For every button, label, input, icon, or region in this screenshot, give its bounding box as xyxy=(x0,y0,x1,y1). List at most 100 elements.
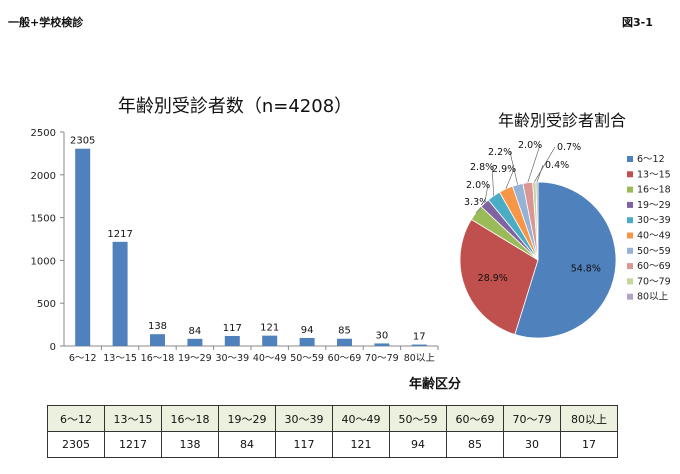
pie-data-label: 3.3% xyxy=(464,197,488,208)
legend-swatch-16～18 xyxy=(627,186,633,193)
pie-data-label: 2.0% xyxy=(518,140,542,151)
bar-chart: 年齢別受診者数（n=4208） 0 500 1000 1500 2000 2500 2305 6… xyxy=(31,96,461,392)
x-tick-label: 80以上 xyxy=(404,353,436,364)
pie-slice-6～12 xyxy=(514,181,617,339)
bar-70～79 xyxy=(374,343,390,346)
y-tick-label: 2500 xyxy=(31,128,56,139)
pie-leader-line xyxy=(484,184,489,204)
bar-16～18 xyxy=(150,334,165,346)
bar-data-label: 94 xyxy=(301,325,314,336)
data-table: 6～12 13～15 16～18 19～29 30～39 40～49 50～59 60～69 7… xyxy=(47,405,618,458)
charts-canvas: 年齢別受診者数（n=4208） 0 500 1000 1500 2000 2500 2305 6… xyxy=(31,96,671,392)
bar-50～59 xyxy=(299,337,315,346)
legend-label: 70～79 xyxy=(637,276,671,287)
bar-data-label: 2305 xyxy=(70,136,95,147)
table-value-cell: 85 xyxy=(446,431,504,458)
x-tick-label: 60～69 xyxy=(328,353,362,364)
pie-chart: 年齢別受診者割合 54.8% 28.9% 3.3% 2.0% 2.8%2.9% 2.2% 2.… xyxy=(459,111,671,339)
pie-data-label: 2.2% xyxy=(488,147,512,158)
table-header-cell: 80以上 xyxy=(560,405,618,432)
legend-label: 19～29 xyxy=(637,200,671,211)
table-value-cell: 30 xyxy=(503,431,561,458)
pie-data-label: 2.8% xyxy=(470,162,494,173)
table-value-cell: 2305 xyxy=(47,431,105,458)
pie-data-label: 2.9% xyxy=(492,164,516,175)
bar-data-label: 30 xyxy=(376,330,389,341)
table-header-cell: 50～59 xyxy=(389,405,447,432)
legend-label: 13～15 xyxy=(637,169,671,180)
header-left-label: 一般+学校検診 xyxy=(8,16,84,29)
bar-data-label: 84 xyxy=(189,326,202,337)
legend-swatch-30～39 xyxy=(627,217,633,224)
pie-slice-80以上 xyxy=(535,181,539,261)
legend-swatch-60～69 xyxy=(627,263,633,270)
legend-swatch-13～15 xyxy=(627,171,633,178)
table-value-cell: 84 xyxy=(218,431,276,458)
bar-30～39 xyxy=(224,335,240,346)
table-value-cell: 121 xyxy=(332,431,390,458)
table-header-cell: 13～15 xyxy=(104,405,162,432)
table-header-cell: 60～69 xyxy=(446,405,504,432)
legend-label: 16～18 xyxy=(637,185,671,196)
pie-data-label: 28.9% xyxy=(478,273,508,284)
y-tick-label: 1000 xyxy=(31,256,56,267)
legend-swatch-70～79 xyxy=(627,278,633,285)
table-header-cell: 30～39 xyxy=(275,405,333,432)
x-tick-label: 30～39 xyxy=(215,353,249,364)
legend-swatch-40～49 xyxy=(627,232,633,239)
pie-leader-line xyxy=(527,144,541,183)
table-value-cell: 94 xyxy=(389,431,447,458)
pie-leader-line xyxy=(534,146,556,183)
legend-swatch-80以上 xyxy=(627,293,633,300)
table-header-row: 6～12 13～15 16～18 19～29 30～39 40～49 50～59 60～69 7… xyxy=(47,405,618,432)
x-tick-label: 50～59 xyxy=(290,353,324,364)
table-header-cell: 16～18 xyxy=(161,405,219,432)
pie-leader-line xyxy=(505,168,515,190)
legend-swatch-19～29 xyxy=(627,201,633,208)
legend-label: 60～69 xyxy=(637,261,671,272)
bar-19～29 xyxy=(187,338,203,346)
bar-data-label: 1217 xyxy=(107,229,132,240)
pie-leader-line xyxy=(509,151,518,185)
x-tick-label: 40～49 xyxy=(253,353,287,364)
x-axis-title: 年齢区分 xyxy=(409,376,461,392)
pie-leader-line xyxy=(491,166,495,196)
legend-label: 40～49 xyxy=(637,231,671,242)
pie-data-label: 0.4% xyxy=(545,160,569,171)
legend-label: 30～39 xyxy=(637,215,671,226)
table-header-cell: 70～79 xyxy=(503,405,561,432)
pie-data-label: 2.0% xyxy=(466,180,490,191)
pie-data-label: 54.8% xyxy=(571,263,601,274)
table-header-cell: 6～12 xyxy=(47,405,105,432)
y-tick-label: 0 xyxy=(50,342,56,353)
figure-number: 図3-1 xyxy=(622,16,653,29)
y-tick-label: 500 xyxy=(37,299,56,310)
pie-chart-title: 年齢別受診者割合 xyxy=(498,111,626,130)
table-value-cell: 17 xyxy=(560,431,618,458)
legend-label: 80以上 xyxy=(637,292,669,303)
table-header-cell: 19～29 xyxy=(218,405,276,432)
table-header-cell: 40～49 xyxy=(332,405,390,432)
bar-data-label: 17 xyxy=(413,332,426,343)
legend-label: 50～59 xyxy=(637,246,671,257)
pie-leader-line xyxy=(536,164,544,183)
bar-data-label: 138 xyxy=(148,321,167,332)
table-value-cell: 138 xyxy=(161,431,219,458)
x-tick-label: 16～18 xyxy=(141,353,175,364)
legend-swatch-50～59 xyxy=(627,247,633,254)
bar-6～12 xyxy=(75,148,91,346)
x-tick-label: 6～12 xyxy=(69,353,97,364)
bar-data-label: 85 xyxy=(338,326,351,337)
y-tick-label: 2000 xyxy=(31,171,56,182)
y-tick-label: 1500 xyxy=(31,214,56,225)
bar-data-label: 121 xyxy=(260,323,279,334)
pie-data-label: 0.7% xyxy=(557,142,581,153)
legend-swatch-6～12 xyxy=(627,156,633,162)
bar-40～49 xyxy=(262,335,278,346)
x-tick-label: 19～29 xyxy=(178,353,212,364)
table-value-cell: 117 xyxy=(275,431,333,458)
table-value-row: 2305 1217 138 84 117 121 94 85 30 17 xyxy=(47,431,618,458)
bar-13～15 xyxy=(112,241,128,346)
table-value-cell: 1217 xyxy=(104,431,162,458)
bar-80以上 xyxy=(411,344,427,346)
